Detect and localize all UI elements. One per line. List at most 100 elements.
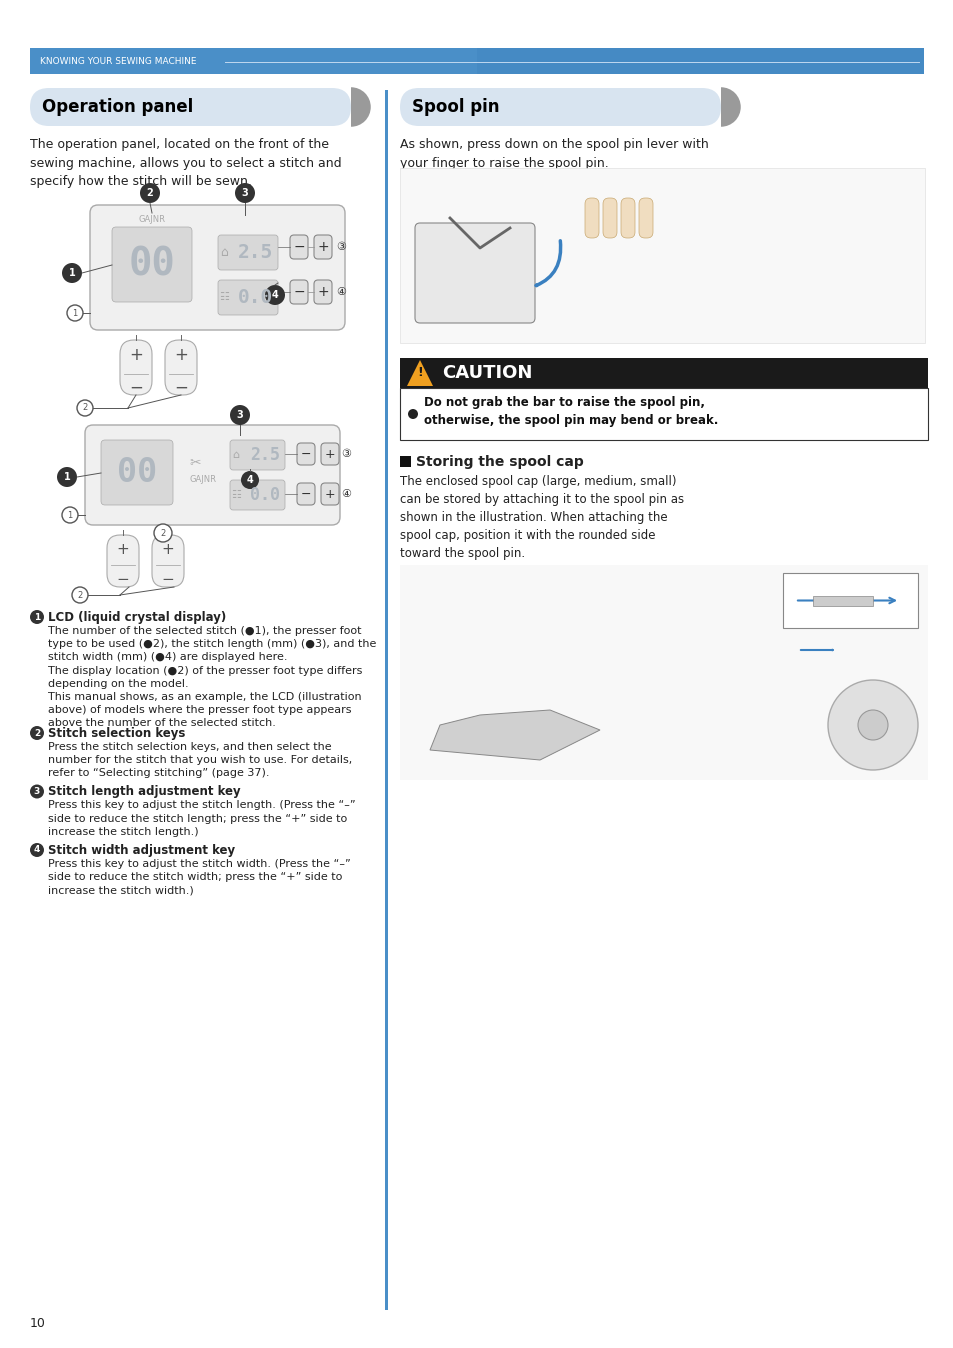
Text: ③: ③ [340,449,351,460]
Text: −: − [129,379,143,398]
Circle shape [57,466,77,487]
Bar [812,596,872,605]
Text: 1: 1 [68,511,72,519]
Circle shape [30,611,44,624]
Text: 00: 00 [117,456,157,489]
Text: −: − [173,379,188,398]
Text: 1: 1 [64,472,71,483]
Text: LCD (liquid crystal display): LCD (liquid crystal display) [48,611,226,624]
FancyBboxPatch shape [85,425,339,524]
Text: −: − [300,488,311,500]
Text: Operation panel: Operation panel [42,98,193,116]
Text: Stitch selection keys: Stitch selection keys [48,727,185,740]
Text: ⌂: ⌂ [233,450,239,460]
Text: 4: 4 [272,290,278,301]
Circle shape [827,679,917,770]
Text: +: + [173,346,188,364]
Text: KNOWING YOUR SEWING MACHINE: KNOWING YOUR SEWING MACHINE [40,58,196,66]
Text: As shown, press down on the spool pin lever with
your finger to raise the spool : As shown, press down on the spool pin le… [399,137,708,170]
FancyBboxPatch shape [639,198,652,239]
Text: +: + [116,542,130,557]
Text: 2.5: 2.5 [238,243,274,262]
Circle shape [265,284,285,305]
Text: 0.0: 0.0 [238,288,274,307]
Text: +: + [324,448,335,461]
Wedge shape [351,88,371,127]
Text: +: + [161,542,174,557]
Text: Press the stitch selection keys, and then select the
number for the stitch that : Press the stitch selection keys, and the… [48,741,352,778]
Text: The enclosed spool cap (large, medium, small)
can be stored by attaching it to t: The enclosed spool cap (large, medium, s… [399,474,683,559]
Text: 10: 10 [30,1317,46,1330]
Circle shape [30,785,44,798]
FancyBboxPatch shape [314,280,332,305]
Text: Stitch length adjustment key: Stitch length adjustment key [48,786,240,798]
Text: ④: ④ [340,489,351,499]
Circle shape [77,400,92,417]
Bar [30,49,923,74]
FancyBboxPatch shape [230,439,285,470]
Text: ☷: ☷ [231,491,241,500]
Text: Press this key to adjust the stitch length. (Press the “–”
side to reduce the st: Press this key to adjust the stitch leng… [48,801,355,837]
Circle shape [857,710,887,740]
Bar [399,359,927,388]
Bar [399,388,927,439]
Text: Storing the spool cap: Storing the spool cap [416,456,583,469]
Text: −: − [161,572,174,586]
Text: ⌂: ⌂ [220,245,228,259]
FancyBboxPatch shape [399,88,720,125]
Text: +: + [129,346,143,364]
Bar [782,573,917,628]
Circle shape [62,263,82,283]
FancyBboxPatch shape [101,439,172,506]
Text: 3: 3 [241,187,248,198]
Text: Stitch width adjustment key: Stitch width adjustment key [48,844,234,857]
Text: 3: 3 [236,410,243,421]
Text: +: + [316,284,329,299]
Circle shape [30,727,44,740]
Bar [385,90,388,1310]
Text: The number of the selected stitch (●1), the presser foot
type to be used (●2), t: The number of the selected stitch (●1), … [48,625,376,728]
FancyBboxPatch shape [296,443,314,465]
Text: 2.5: 2.5 [251,446,280,464]
Text: GAJNR: GAJNR [190,476,216,484]
FancyBboxPatch shape [314,235,332,259]
Text: −: − [293,284,305,299]
FancyBboxPatch shape [218,235,277,270]
FancyBboxPatch shape [290,280,308,305]
FancyBboxPatch shape [296,483,314,506]
FancyArrowPatch shape [536,241,560,286]
FancyBboxPatch shape [620,198,635,239]
Text: ③: ③ [335,243,346,252]
Text: !: ! [416,367,422,380]
Text: 1: 1 [69,268,75,278]
Polygon shape [430,710,599,760]
Text: +: + [316,240,329,253]
Circle shape [241,470,258,489]
Text: 1: 1 [72,309,77,318]
FancyBboxPatch shape [107,535,139,586]
Circle shape [71,586,88,603]
Bar [476,49,923,74]
Circle shape [234,183,254,204]
FancyBboxPatch shape [30,88,351,125]
Bar [399,456,411,466]
Text: Spool pin: Spool pin [412,98,499,116]
Circle shape [408,408,417,419]
FancyBboxPatch shape [152,535,184,586]
Text: +: + [324,488,335,500]
Text: 2: 2 [77,590,83,600]
Text: 1: 1 [34,612,40,621]
Circle shape [67,305,83,321]
Circle shape [62,507,78,523]
Circle shape [230,404,250,425]
Text: 4: 4 [33,845,40,855]
Text: 00: 00 [129,245,175,283]
FancyBboxPatch shape [415,222,535,324]
Text: −: − [293,240,305,253]
FancyBboxPatch shape [112,226,192,302]
Bar [399,168,924,342]
Text: 2: 2 [34,728,40,737]
Text: ④: ④ [335,287,346,297]
Text: ✂: ✂ [189,456,200,470]
Text: The operation panel, located on the front of the
sewing machine, allows you to s: The operation panel, located on the fron… [30,137,341,187]
